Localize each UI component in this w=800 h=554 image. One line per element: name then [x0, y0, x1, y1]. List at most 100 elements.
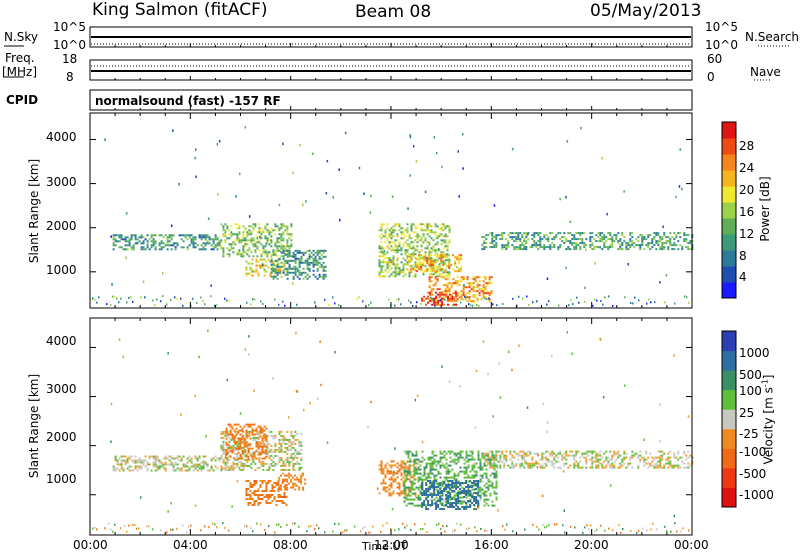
heatmap-cell [152, 457, 155, 460]
heatmap-cell [450, 286, 453, 289]
heatmap-cell [661, 244, 664, 247]
heatmap-cell [284, 267, 287, 270]
heatmap-cell [116, 297, 118, 300]
heatmap-cell [390, 494, 393, 497]
heatmap-cell [178, 455, 181, 458]
heatmap-cell [533, 464, 536, 467]
heatmap-cell [265, 260, 268, 263]
heatmap-cell [250, 466, 253, 469]
heatmap-cell [651, 240, 654, 243]
heatmap-cell [300, 474, 303, 477]
heatmap-cell [414, 261, 417, 264]
colorbar-segment [722, 154, 736, 171]
heatmap-cell [413, 468, 416, 471]
heatmap-cell [601, 232, 604, 235]
heatmap-cell [453, 506, 456, 508]
heatmap-cell [400, 490, 403, 493]
heatmap-cell [250, 237, 253, 240]
heatmap-cell [244, 239, 247, 242]
heatmap-cell [280, 434, 283, 437]
heatmap-cell [298, 257, 301, 260]
heatmap-cell [225, 453, 228, 456]
heatmap-cell [541, 456, 544, 459]
heatmap-cell [270, 227, 273, 230]
heatmap-cell [583, 242, 586, 245]
heatmap-cell [599, 338, 602, 341]
heatmap-cell [278, 486, 281, 489]
heatmap-cell [284, 253, 287, 256]
heatmap-cell [398, 488, 401, 491]
heatmap-cell [539, 244, 542, 247]
heatmap-cell [440, 239, 443, 242]
heatmap-cell [659, 248, 662, 251]
heatmap-cell [455, 454, 458, 457]
heatmap-cell [300, 257, 303, 260]
heatmap-cell [294, 462, 297, 465]
heatmap-cell [474, 526, 476, 529]
heatmap-cell [462, 294, 465, 297]
heatmap-cell [334, 302, 336, 305]
heatmap-cell [619, 464, 622, 467]
heatmap-cell [207, 329, 209, 332]
heatmap-cell [579, 242, 582, 245]
heatmap-cell [270, 444, 273, 447]
heatmap-cell [280, 448, 283, 451]
heatmap-cell [394, 239, 397, 242]
heatmap-cell [611, 464, 614, 467]
heatmap-cell [671, 464, 674, 467]
heatmap-cell [256, 231, 259, 234]
heatmap-cell [241, 449, 244, 452]
heatmap-cell [130, 234, 133, 237]
heatmap-cell [417, 468, 420, 471]
heatmap-cell [439, 490, 442, 493]
heatmap-cell [441, 291, 444, 294]
heatmap-cell [262, 464, 265, 467]
heatmap-cell [483, 484, 486, 487]
heatmap-cell [138, 467, 141, 470]
heatmap-cell [242, 466, 245, 469]
heatmap-cell [468, 282, 471, 285]
heatmap-cell [424, 260, 427, 263]
heatmap-cell [126, 457, 129, 460]
heatmap-cell [280, 464, 283, 467]
heatmap-cell [148, 455, 151, 458]
heatmap-cell [280, 488, 283, 491]
heatmap-cell [268, 430, 271, 433]
heatmap-cell [631, 454, 634, 457]
heatmap-cell [416, 394, 419, 397]
heatmap-cell [445, 504, 448, 506]
heatmap-cell [259, 425, 262, 428]
heatmap-cell [277, 480, 280, 482]
heatmap-cell [284, 249, 287, 252]
heatmap-cell [489, 458, 492, 461]
heatmap-cell [677, 452, 680, 455]
heatmap-cell [407, 472, 410, 475]
heatmap-cell [448, 290, 451, 293]
heatmap-cell [408, 270, 411, 273]
heatmap-cell [566, 140, 569, 143]
heatmap-cell [273, 274, 276, 277]
heatmap-cell [114, 238, 117, 241]
heatmap-cell [278, 458, 281, 461]
heatmap-cell [609, 464, 612, 467]
heatmap-cell [407, 454, 410, 457]
heatmap-cell [461, 506, 464, 508]
heatmap-cell [288, 474, 291, 477]
heatmap-cell [154, 248, 157, 251]
heatmap-cell [388, 233, 391, 236]
heatmap-cell [310, 251, 313, 254]
heatmap-cell [286, 251, 289, 254]
heatmap-cell [396, 265, 399, 268]
heatmap-cell [116, 463, 119, 466]
heatmap-cell [435, 504, 438, 506]
heatmap-cell [447, 476, 450, 479]
heatmap-cell [266, 251, 269, 254]
heatmap-cell [437, 470, 440, 473]
heatmap-cell [302, 251, 305, 254]
heatmap-cell [134, 467, 137, 470]
heatmap-cell [419, 504, 422, 507]
heatmap-cell [471, 452, 474, 455]
heatmap-cell [426, 531, 428, 533]
heatmap-cell [134, 461, 137, 464]
heatmap-cell [382, 472, 385, 475]
